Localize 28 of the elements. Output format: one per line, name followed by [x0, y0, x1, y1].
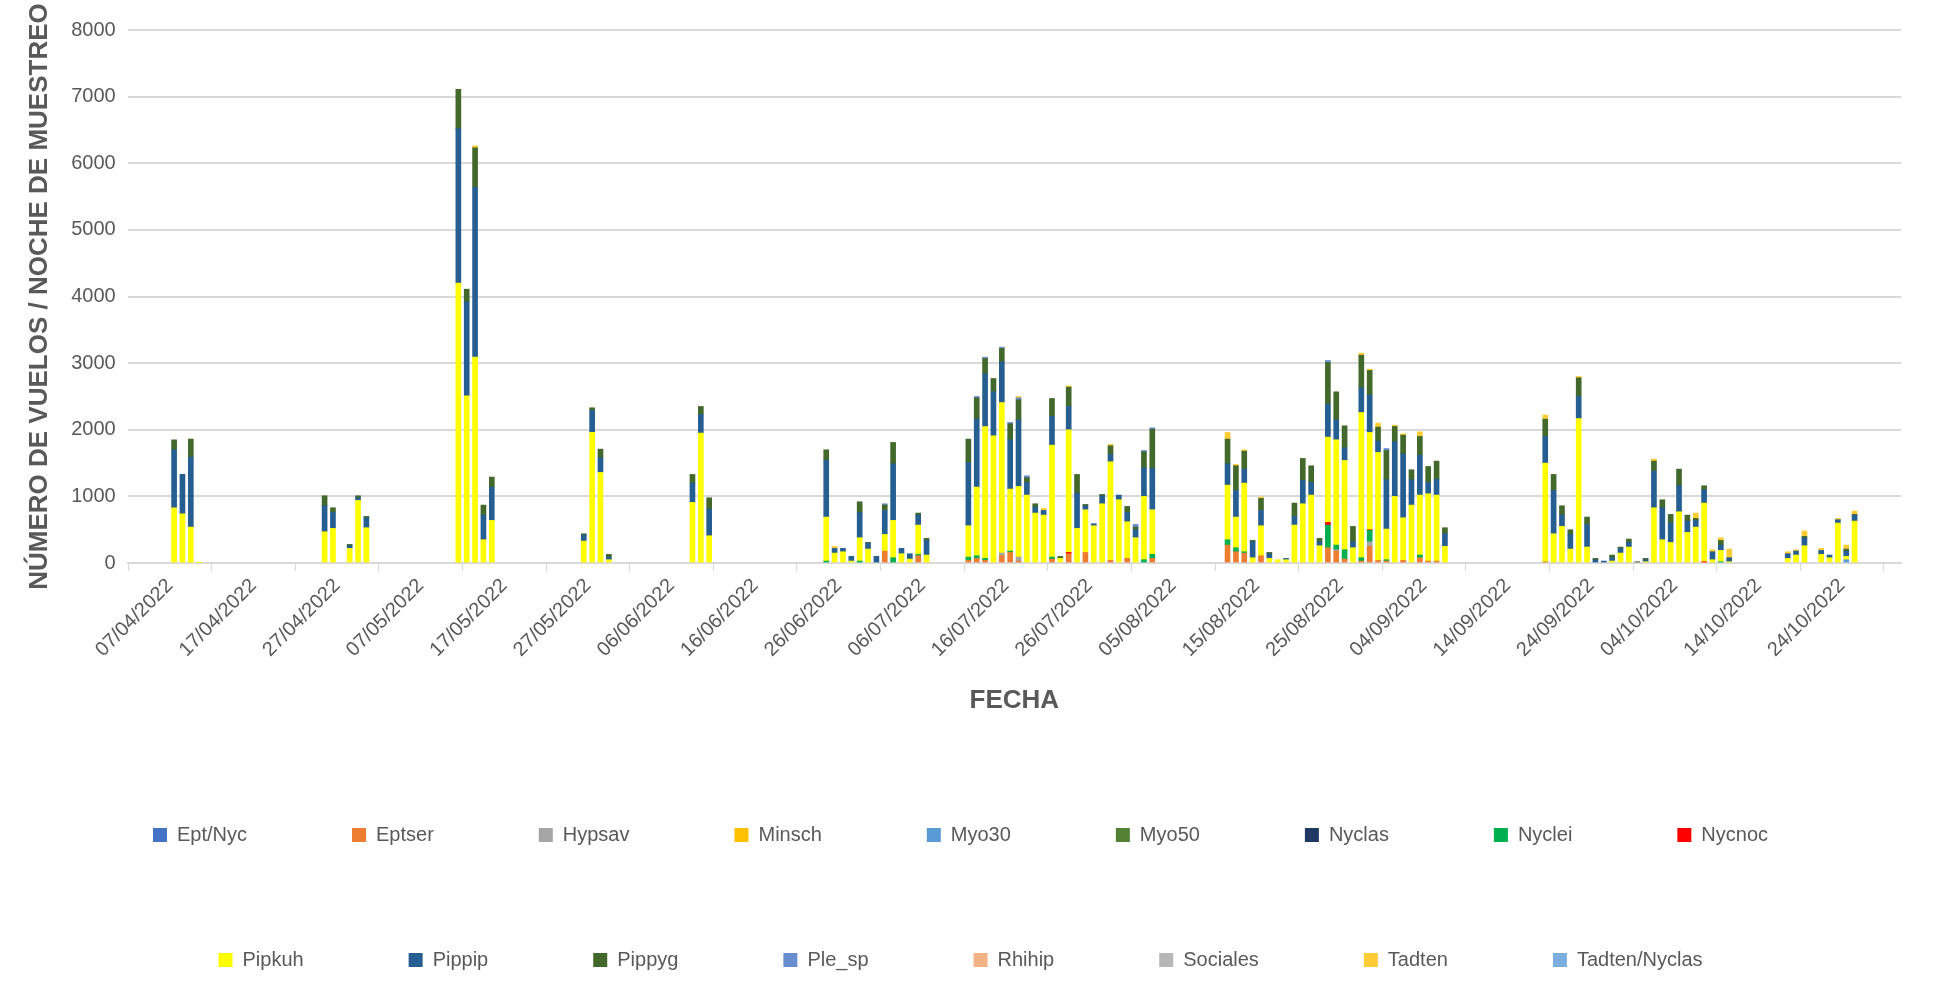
legend-label: Pippyg [617, 947, 679, 970]
legend-label: Rhihip [997, 947, 1055, 970]
y-tick-label: 7000 [71, 84, 116, 107]
y-tick-label: 3000 [71, 350, 116, 373]
legend-label: Nyclei [1517, 822, 1573, 845]
y-axis-title: NÚMERO DE VUELOS / NOCHE DE MUESTREO [22, 3, 53, 590]
legend-label: Hypsav [562, 822, 630, 845]
legend-label: Nyclas [1328, 822, 1389, 845]
legend-label: Pippip [432, 947, 489, 970]
legend-label: Tadten/Nyclas [1576, 947, 1703, 970]
y-tick-label: 4000 [71, 284, 116, 307]
legend-label: Nycnoc [1701, 822, 1769, 845]
legend-label: Minsch [758, 822, 822, 845]
legend-label: Tadten [1387, 947, 1448, 970]
legend-label: Ept/Nyc [176, 822, 247, 845]
y-tick-label: 2000 [71, 417, 116, 440]
x-axis-title: FECHA [969, 683, 1060, 714]
legend-label: Myo30 [950, 822, 1011, 845]
legend-label: Ple_sp [807, 947, 869, 971]
y-tick-label: 8000 [71, 17, 116, 40]
y-tick-label: 1000 [71, 483, 116, 506]
y-tick-label: 5000 [71, 217, 116, 240]
legend-label: Eptser [375, 822, 435, 845]
y-tick-label: 6000 [71, 150, 116, 173]
legend-label: Sociales [1183, 947, 1259, 970]
y-tick-label: 0 [104, 550, 116, 573]
legend-label: Pipkuh [242, 947, 304, 970]
legend-label: Myo50 [1139, 822, 1200, 845]
